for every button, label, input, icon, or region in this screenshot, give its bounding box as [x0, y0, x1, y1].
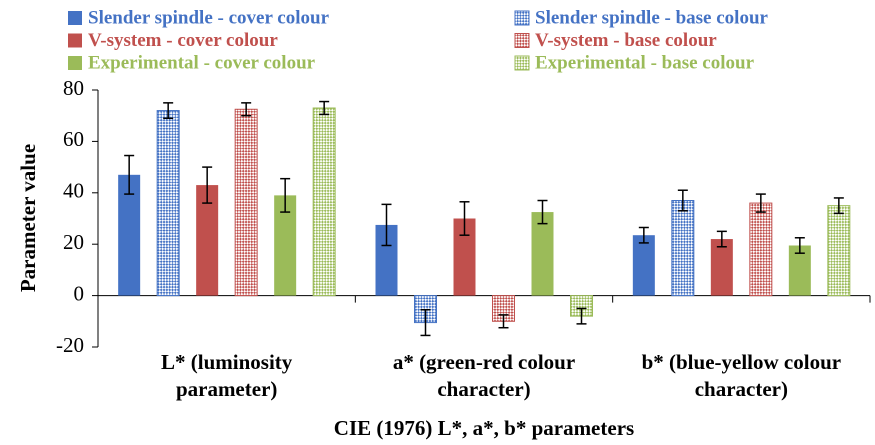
legend-swatch	[514, 10, 530, 26]
legend-label: V-system - base colour	[535, 30, 717, 51]
x-tick-label: b* (blue-yellow colour	[642, 350, 842, 374]
y-tick-label: -20	[56, 333, 84, 357]
x-tick-label: L* (luminosity	[161, 350, 293, 374]
bar	[531, 212, 554, 296]
bar	[196, 185, 219, 296]
error-bar	[459, 201, 470, 236]
legend-swatch	[68, 11, 82, 25]
bar	[375, 224, 398, 296]
error-bar	[163, 102, 174, 120]
error-bar	[420, 308, 431, 337]
bar	[453, 218, 476, 296]
bar	[788, 245, 811, 296]
error-bar	[755, 193, 766, 213]
error-bar	[498, 314, 509, 329]
error-bar	[124, 154, 135, 195]
x-tick-label: a* (green-red colour	[393, 350, 575, 374]
bar	[156, 110, 180, 297]
error-bar	[794, 237, 805, 254]
error-bar	[381, 203, 392, 247]
legend-label: Slender spindle - cover colour	[88, 7, 330, 28]
y-tick-label: 40	[63, 179, 84, 203]
x-axis-label: CIE (1976) L*, a*, b* parameters	[334, 416, 634, 440]
y-tick-label: 0	[74, 281, 85, 305]
error-bar	[677, 189, 688, 212]
error-bar	[319, 100, 330, 116]
error-bar	[576, 307, 587, 325]
legend-label: Slender spindle - base colour	[535, 7, 769, 28]
bar	[118, 174, 141, 296]
x-tick-label: parameter)	[176, 377, 277, 401]
bar	[671, 200, 695, 297]
bar	[632, 235, 655, 296]
bar	[749, 202, 773, 297]
legend-swatch	[68, 33, 82, 48]
bar	[234, 108, 258, 297]
y-tick-label: 20	[63, 230, 84, 254]
y-tick-label: 80	[63, 76, 84, 100]
y-tick-label: 60	[63, 127, 84, 151]
error-bar	[202, 166, 213, 204]
legend-label: V-system - cover colour	[88, 30, 278, 51]
error-bar	[638, 226, 649, 244]
bar	[312, 107, 336, 297]
bar	[274, 195, 297, 296]
bar	[827, 205, 851, 297]
error-bar	[280, 177, 291, 213]
legend-swatch	[68, 56, 82, 70]
error-bar	[716, 230, 727, 248]
legend-label: Experimental - cover colour	[88, 52, 316, 73]
error-bar	[537, 199, 548, 225]
bar	[710, 239, 733, 296]
legend-swatch	[514, 55, 530, 71]
legend-swatch	[514, 33, 530, 48]
x-tick-label: character)	[437, 377, 530, 401]
y-axis-label: Parameter value	[16, 144, 40, 292]
error-bar	[241, 102, 252, 117]
legend-label: Experimental - base colour	[535, 52, 755, 73]
x-tick-label: character)	[695, 377, 788, 401]
error-bar	[833, 197, 844, 215]
